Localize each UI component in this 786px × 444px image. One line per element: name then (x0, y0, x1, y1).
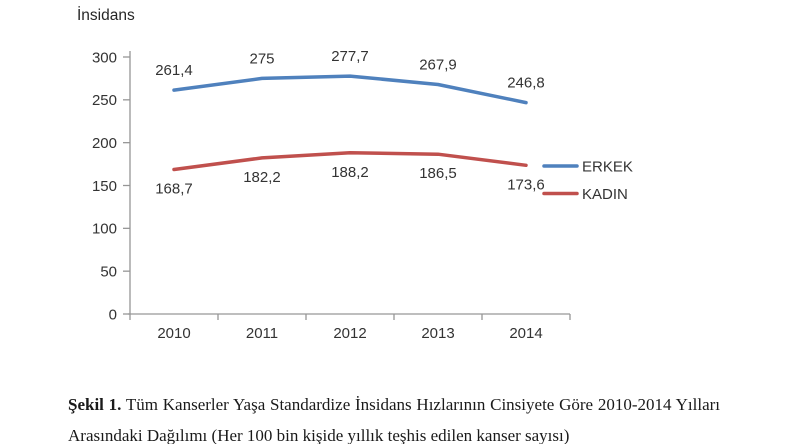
x-tick-label: 2010 (157, 325, 190, 342)
legend-label-kadin: KADIN (582, 186, 628, 203)
x-tick-label: 2014 (509, 325, 542, 342)
data-label-kadin: 168,7 (155, 180, 193, 197)
data-label-kadin: 186,5 (419, 165, 457, 182)
chart-canvas: 0 50 100 150 200 250 300 2010 2011 2012 2013 2014 26… (92, 48, 633, 342)
data-label-erkek: 246,8 (507, 75, 545, 92)
data-label-kadin: 188,2 (331, 164, 369, 181)
figure-caption-label: Şekil 1. (68, 395, 122, 414)
x-tick-label: 2013 (421, 325, 454, 342)
y-tick-label: 50 (100, 263, 117, 280)
y-tick-label: 100 (92, 221, 117, 238)
data-label-kadin: 173,6 (507, 176, 545, 193)
legend-label-erkek: ERKEK (582, 158, 633, 175)
x-tick-label: 2012 (333, 325, 366, 342)
x-tick-label: 2011 (246, 325, 278, 342)
series-line-erkek (172, 74, 528, 105)
data-label-erkek: 275 (249, 50, 274, 67)
line-chart: İnsidans 0 50 100 150 200 250 300 2010 2011 2012 2… (77, 7, 633, 342)
y-tick-label: 300 (92, 49, 117, 66)
y-tick-label: 150 (92, 178, 117, 195)
data-label-erkek: 261,4 (155, 62, 193, 79)
y-tick-label: 250 (92, 92, 117, 109)
data-label-erkek: 277,7 (331, 48, 369, 65)
figure-caption-text: Tüm Kanserler Yaşa Standardize İnsidans … (68, 395, 721, 444)
data-label-erkek: 267,9 (419, 56, 457, 73)
series-line-kadin (172, 151, 528, 172)
figure-caption: Şekil 1. Tüm Kanserler Yaşa Standardize … (68, 389, 720, 444)
y-tick-label: 0 (109, 306, 117, 323)
data-label-kadin: 182,2 (243, 169, 281, 186)
chart-axis-title: İnsidans (77, 7, 135, 24)
y-tick-label: 200 (92, 135, 117, 152)
